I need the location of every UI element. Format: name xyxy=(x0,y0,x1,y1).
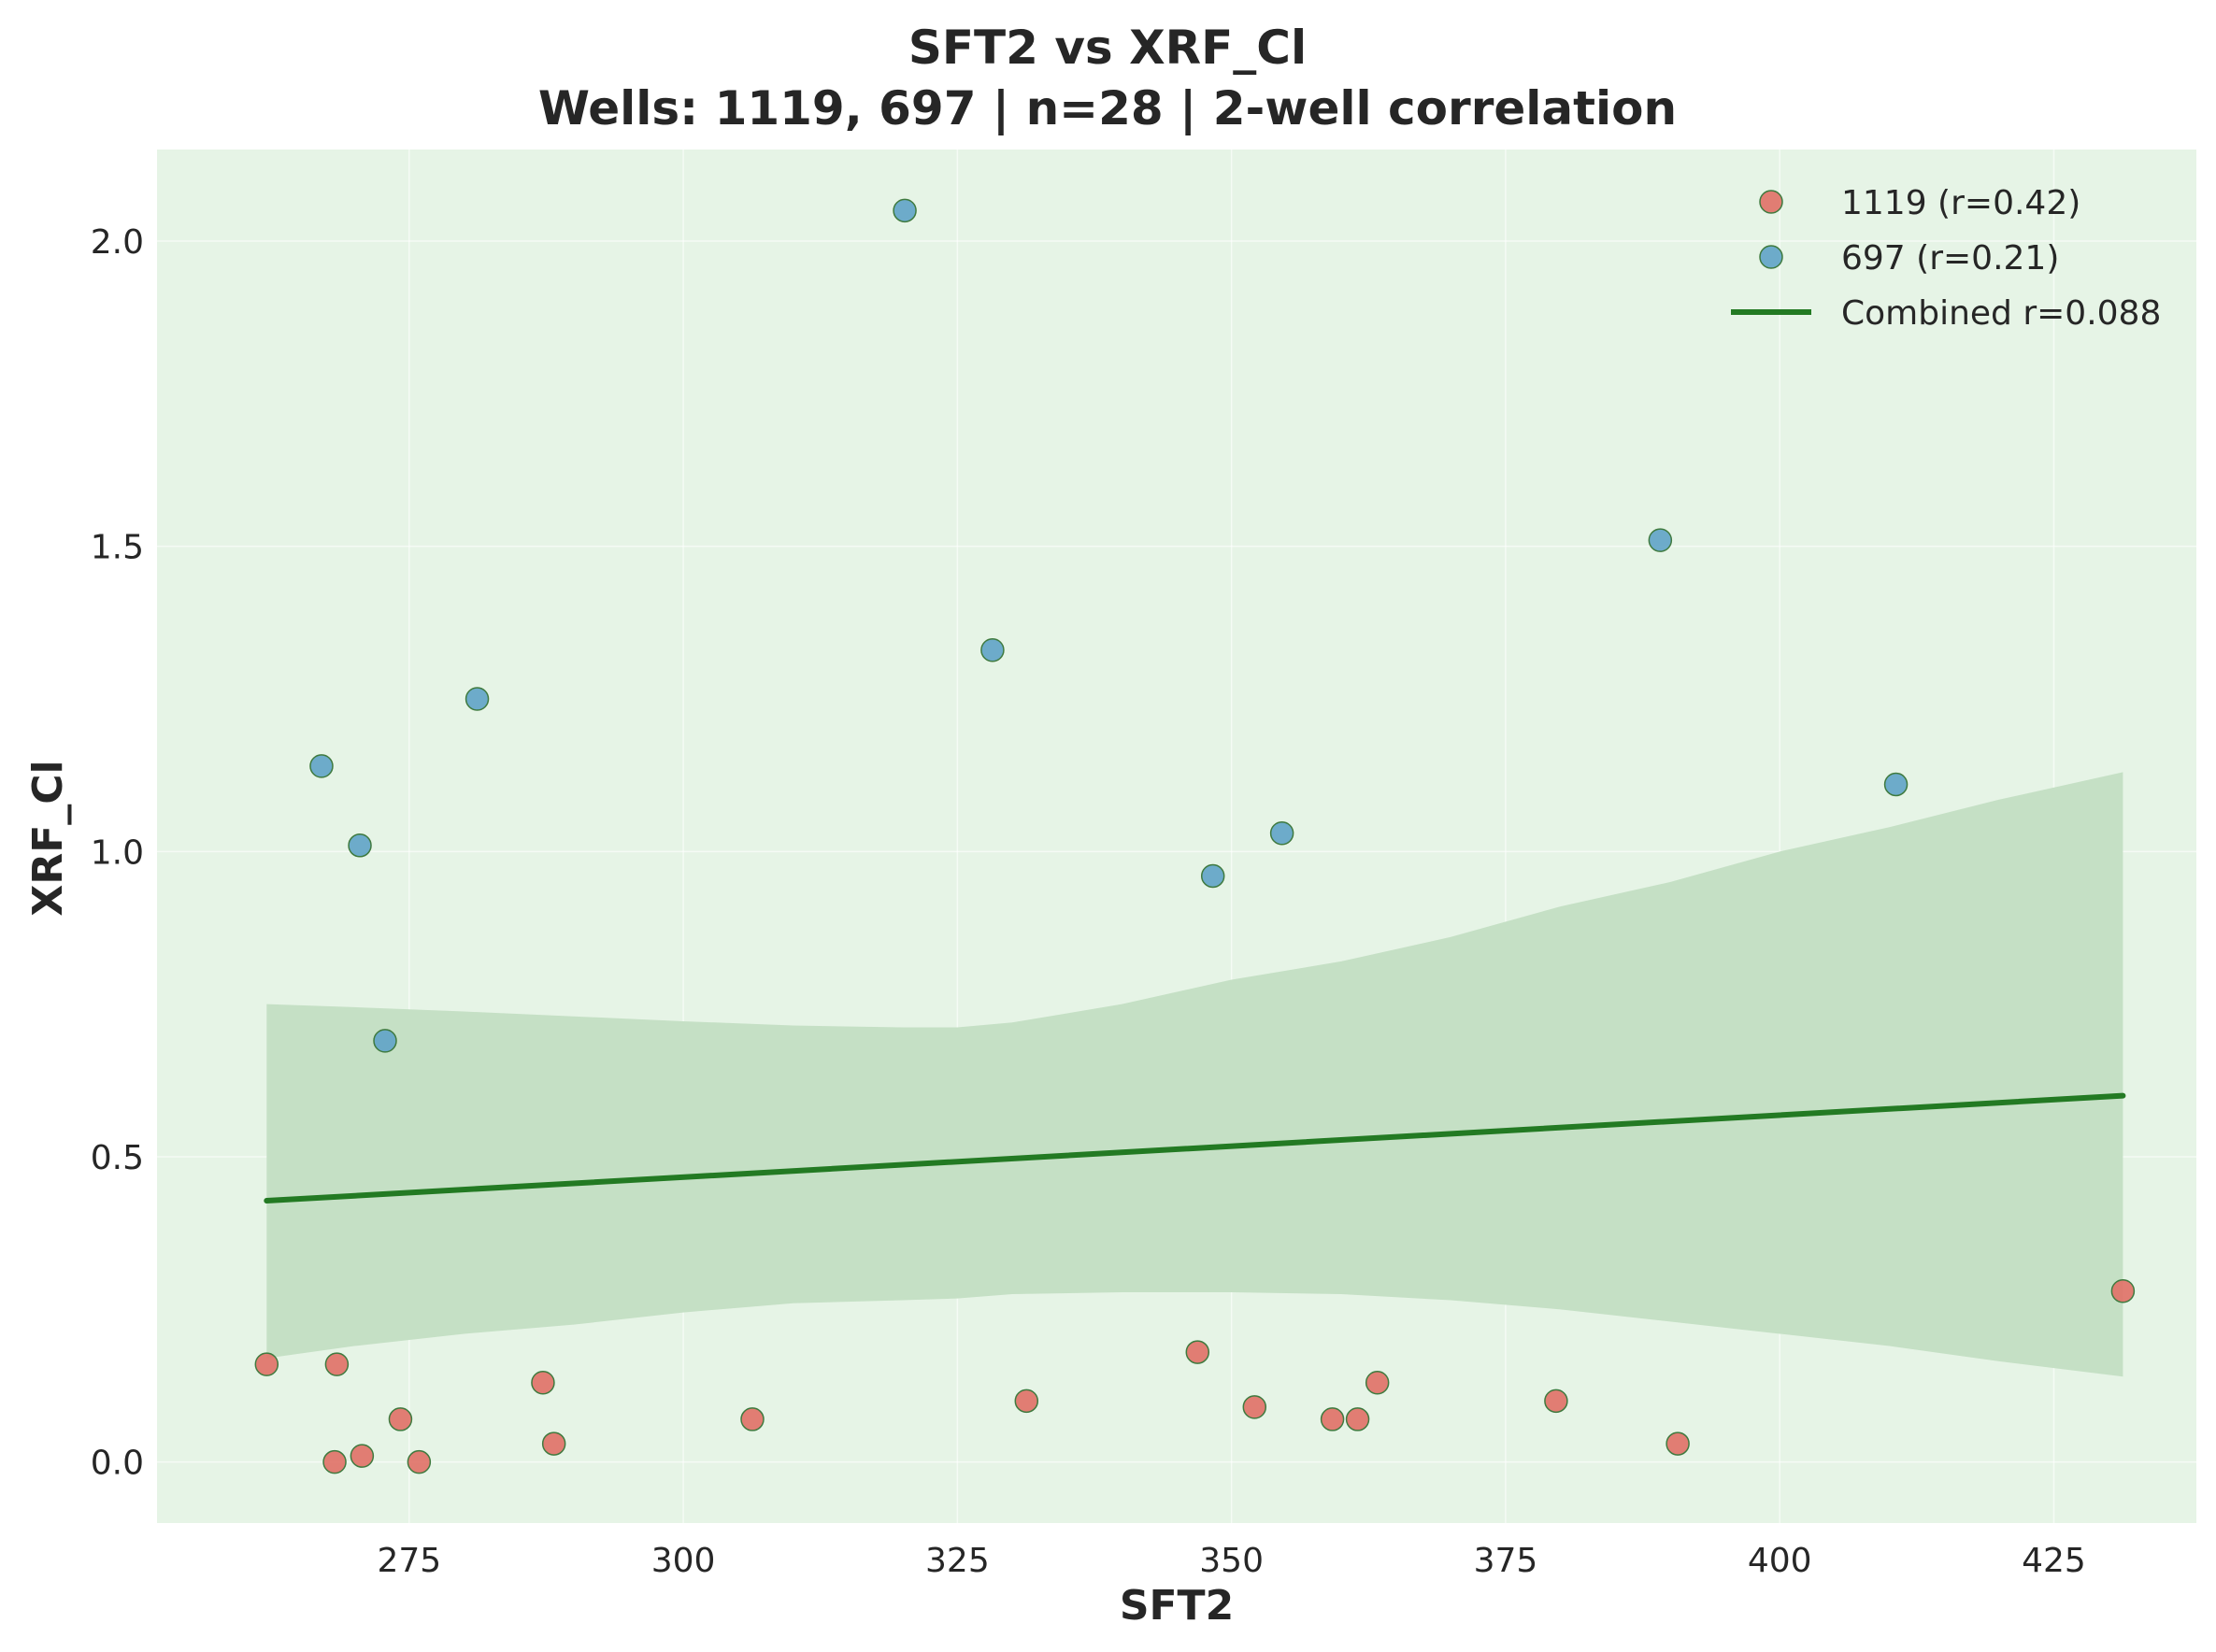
point-series-2 xyxy=(465,687,490,711)
chart-title: SFT2 vs XRF_Cl xyxy=(908,21,1307,75)
point-series-1 xyxy=(541,1431,566,1456)
legend: 1119 (r=0.42) 697 (r=0.21) Combined r=0.08… xyxy=(1731,184,2161,333)
point-series-1 xyxy=(1365,1370,1390,1395)
y-axis-ticks: 0.0 0.5 1.0 1.5 2.0 xyxy=(91,223,144,1483)
legend-label: 697 (r=0.21) xyxy=(1841,239,2059,278)
point-series-1 xyxy=(1014,1389,1039,1414)
point-series-1 xyxy=(2110,1278,2136,1303)
x-tick-label: 425 xyxy=(2022,1542,2086,1580)
y-tick-label: 1.0 xyxy=(91,833,144,872)
fit-line-layer xyxy=(264,1092,2126,1204)
point-series-1 xyxy=(350,1444,375,1468)
point-series-1 xyxy=(1666,1431,1690,1456)
legend-marker xyxy=(1759,245,1783,269)
point-series-1 xyxy=(1320,1407,1345,1431)
confidence-band-layer xyxy=(266,772,2123,1377)
point-series-2 xyxy=(980,637,1005,662)
point-series-2 xyxy=(348,833,372,858)
chart-subtitle: Wells: 1119, 697 | n=28 | 2-well correla… xyxy=(538,81,1677,135)
point-series-1 xyxy=(254,1352,279,1376)
point-series-1 xyxy=(324,1352,350,1376)
x-tick-label: 350 xyxy=(1199,1542,1264,1580)
y-tick-label: 0.5 xyxy=(91,1139,144,1177)
point-series-1 xyxy=(1544,1389,1568,1414)
point-series-2 xyxy=(893,198,917,223)
confidence-band xyxy=(266,772,2123,1377)
x-axis-ticks: 275 300 325 350 375 400 425 xyxy=(377,1542,2085,1580)
x-tick-label: 300 xyxy=(651,1542,716,1580)
y-axis-label: XRF_Cl xyxy=(24,760,72,916)
point-series-1 xyxy=(407,1449,432,1474)
point-series-1 xyxy=(322,1449,347,1474)
legend-label: 1119 (r=0.42) xyxy=(1841,184,2080,222)
point-series-1 xyxy=(1242,1395,1267,1419)
point-series-1 xyxy=(1345,1407,1370,1431)
point-series-2 xyxy=(309,754,334,778)
point-series-1 xyxy=(740,1407,765,1431)
x-tick-label: 325 xyxy=(925,1542,990,1580)
y-tick-label: 2.0 xyxy=(91,223,144,262)
y-tick-label: 1.5 xyxy=(91,529,144,567)
legend-label: Combined r=0.088 xyxy=(1841,294,2161,333)
point-series-2 xyxy=(373,1029,397,1053)
point-series-1 xyxy=(531,1370,555,1395)
x-tick-label: 400 xyxy=(1748,1542,1812,1580)
x-tick-label: 375 xyxy=(1474,1542,1538,1580)
point-series-2 xyxy=(1200,863,1225,889)
x-axis-label: SFT2 xyxy=(1120,1582,1234,1630)
point-series-2 xyxy=(1883,772,1909,797)
points-layer xyxy=(254,198,2136,1474)
point-series-2 xyxy=(1648,528,1673,552)
fit-line xyxy=(264,1092,2126,1204)
point-series-1 xyxy=(1185,1340,1210,1364)
point-series-2 xyxy=(1269,820,1294,846)
legend-marker xyxy=(1759,190,1783,214)
y-tick-label: 0.0 xyxy=(91,1445,144,1483)
point-series-1 xyxy=(388,1407,413,1431)
x-tick-label: 275 xyxy=(377,1542,441,1580)
